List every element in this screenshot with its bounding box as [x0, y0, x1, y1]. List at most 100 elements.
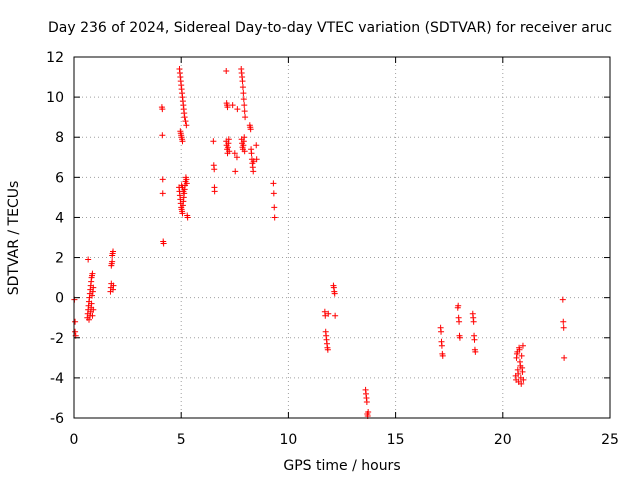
data-point — [438, 328, 445, 335]
y-tick-label: 6 — [55, 170, 64, 186]
y-tick-label: 8 — [55, 130, 64, 146]
data-point — [270, 190, 277, 197]
data-point — [225, 136, 232, 143]
data-point — [229, 102, 236, 109]
data-point — [226, 148, 233, 155]
data-point — [179, 210, 186, 217]
data-point — [332, 312, 339, 319]
data-point — [253, 156, 260, 163]
data-point — [470, 318, 477, 325]
data-point — [210, 138, 217, 145]
data-point — [110, 248, 117, 255]
data-point — [241, 108, 248, 115]
y-tick-label: -4 — [50, 371, 64, 387]
data-point — [90, 306, 97, 313]
data-point — [224, 104, 231, 111]
data-point — [240, 90, 247, 97]
data-point — [72, 328, 79, 335]
y-tick-label: -2 — [50, 331, 64, 347]
data-point — [159, 176, 166, 183]
data-point — [179, 138, 186, 145]
data-point — [471, 336, 478, 343]
data-point — [322, 312, 329, 319]
data-point — [110, 282, 117, 289]
y-tick-label: 10 — [46, 90, 64, 106]
x-tick-label: 15 — [387, 432, 405, 448]
data-point — [180, 188, 187, 195]
data-point — [331, 290, 338, 297]
y-axis-title: SDTVAR / TECUs — [6, 181, 22, 296]
data-point — [270, 180, 277, 187]
data-point — [183, 122, 190, 129]
data-point — [223, 68, 230, 75]
data-point — [72, 318, 79, 325]
data-point — [183, 180, 190, 187]
data-point — [560, 318, 567, 325]
data-point — [438, 342, 445, 349]
grid-lines — [74, 57, 610, 418]
data-point — [455, 302, 462, 309]
data-point — [518, 380, 525, 387]
data-point — [456, 334, 463, 341]
data-point — [439, 352, 446, 359]
data-point — [250, 158, 257, 165]
data-point — [179, 184, 186, 191]
data-point — [271, 214, 278, 221]
data-point — [182, 118, 189, 125]
data-point — [365, 408, 372, 415]
y-tick-label: 2 — [55, 251, 64, 267]
data-point — [472, 348, 479, 355]
data-point — [250, 168, 257, 175]
data-point — [88, 300, 95, 307]
data-point — [519, 342, 526, 349]
data-point — [181, 114, 188, 121]
data-point — [90, 284, 97, 291]
data-point — [247, 126, 254, 133]
data-point — [85, 256, 92, 263]
data-point — [211, 188, 218, 195]
y-tick-label: 4 — [55, 210, 64, 226]
data-point — [516, 346, 523, 353]
y-tick-label: -6 — [50, 411, 64, 427]
data-point — [324, 346, 331, 353]
data-point — [560, 324, 567, 331]
data-point — [520, 376, 527, 383]
data-point — [159, 190, 166, 197]
data-point — [89, 312, 96, 319]
data-point — [233, 154, 240, 161]
data-point — [241, 102, 248, 109]
data-point — [363, 398, 370, 405]
data-point — [89, 270, 96, 277]
data-point — [559, 296, 566, 303]
data-point — [325, 310, 332, 317]
data-point — [231, 150, 238, 157]
data-point — [159, 106, 166, 113]
data-point — [86, 316, 93, 323]
data-point — [241, 134, 248, 141]
x-tick-label: 0 — [70, 432, 79, 448]
data-point — [518, 352, 525, 359]
data-points — [71, 66, 568, 419]
data-point — [241, 148, 248, 155]
data-point — [519, 368, 526, 375]
data-point — [253, 142, 260, 149]
data-point — [248, 150, 255, 157]
data-point — [109, 258, 116, 265]
plot-frame — [73, 56, 611, 419]
x-tick-label: 10 — [279, 432, 297, 448]
data-point — [515, 370, 522, 377]
data-point — [232, 168, 239, 175]
data-point — [240, 96, 247, 103]
data-point — [211, 166, 218, 173]
data-point — [239, 84, 246, 91]
y-tick-label: 0 — [55, 291, 64, 307]
x-axis-title: GPS time / hours — [283, 458, 400, 474]
data-point — [234, 106, 241, 113]
data-point — [239, 78, 246, 85]
axis-ticks: 0 5 10 15 20 25 -6 -4 -2 0 2 4 6 8 10 12 — [46, 50, 619, 448]
x-tick-label: 20 — [494, 432, 512, 448]
x-tick-label: 25 — [601, 432, 619, 448]
data-point — [160, 240, 167, 247]
chart-title: Day 236 of 2024, Sidereal Day-to-day VTE… — [48, 20, 612, 36]
x-tick-label: 5 — [177, 432, 186, 448]
